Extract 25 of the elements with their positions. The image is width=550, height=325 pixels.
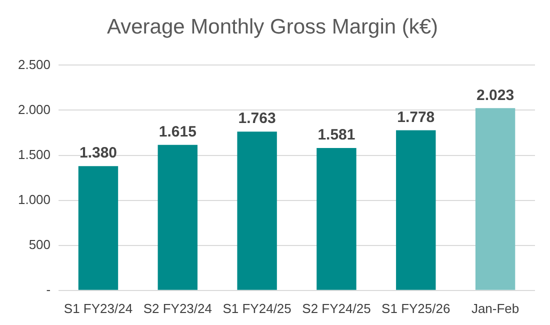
- x-tick-label: S2 FY23/24: [143, 300, 212, 316]
- data-label: 1.778: [397, 108, 435, 126]
- x-tick-label: S1 FY24/25: [222, 300, 292, 316]
- y-tick-label: 2.500: [18, 56, 51, 72]
- x-tick-label: Jan-Feb: [471, 300, 520, 316]
- x-tick-label: S1 FY23/24: [64, 300, 133, 316]
- y-tick-label: 1.000: [18, 192, 51, 207]
- data-label: 1.380: [79, 144, 118, 162]
- bar: [237, 132, 277, 290]
- y-tick-label: 1.500: [18, 146, 51, 162]
- data-label: 2.023: [476, 86, 514, 104]
- x-tick-label: S2 FY24/25: [302, 300, 371, 316]
- data-label: 1.581: [318, 126, 356, 144]
- chart-title: Average Monthly Gross Margin (k€): [106, 15, 438, 38]
- y-tick-label: 2.000: [18, 102, 51, 117]
- data-label: 1.615: [158, 124, 196, 141]
- x-tick-label: S1 FY25/26: [382, 300, 450, 316]
- bar: [396, 130, 436, 290]
- bar: [158, 144, 198, 290]
- y-tick-label: 500: [28, 236, 51, 252]
- data-label: 1.763: [238, 110, 276, 128]
- y-tick-label: -: [46, 282, 51, 297]
- bar: [475, 108, 516, 290]
- bar: [78, 166, 118, 290]
- bar: [316, 148, 356, 290]
